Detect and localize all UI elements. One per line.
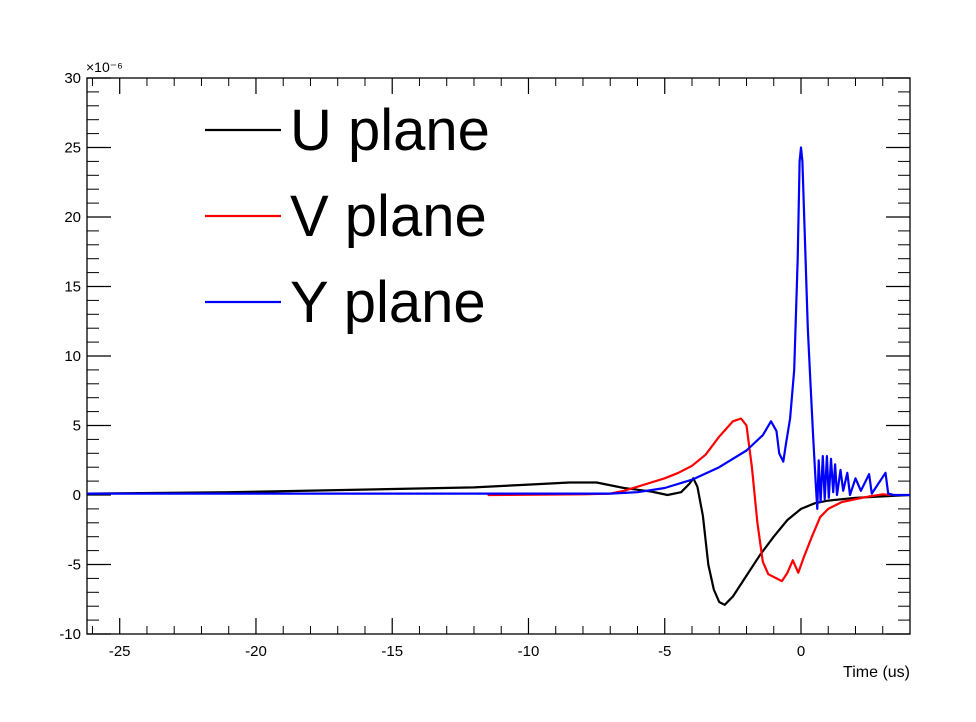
y-tick-label: -10 [59,626,81,643]
legend-label: V plane [290,184,487,249]
legend-label: Y plane [290,270,486,335]
y-tick-label: -5 [68,557,81,574]
y-tick-label: 15 [64,279,81,296]
axes: -25 -20 -15 -10 -5 0 -10 -5 0 5 10 15 20 25 30 [59,70,911,660]
y-tick-label: 5 [73,418,81,435]
x-tick-label: -10 [518,643,540,660]
x-tick-label: -5 [658,643,671,660]
x-tick-label: -20 [245,643,267,660]
series-line-u-plane [86,477,911,606]
series-line-v-plane [487,417,891,583]
x-tick-label: -25 [109,643,131,660]
series-layer [86,146,911,606]
x-axis-title: Time (us) [843,664,910,681]
y-tick-label: 30 [64,70,81,87]
y-tick-label: 10 [64,348,81,365]
y-exponent-label: ×10⁻⁶ [86,59,123,75]
x-tick-label: 0 [797,643,805,660]
x-tick-label: -15 [381,643,403,660]
series-line-y-plane [87,146,910,510]
legend: U plane V plane Y plane [191,97,596,352]
y-tick-label: 25 [64,140,81,157]
y-tick-label: 20 [64,209,81,226]
legend-box [191,97,596,352]
legend-label: U plane [290,98,490,163]
y-tick-label: 0 [73,487,81,504]
